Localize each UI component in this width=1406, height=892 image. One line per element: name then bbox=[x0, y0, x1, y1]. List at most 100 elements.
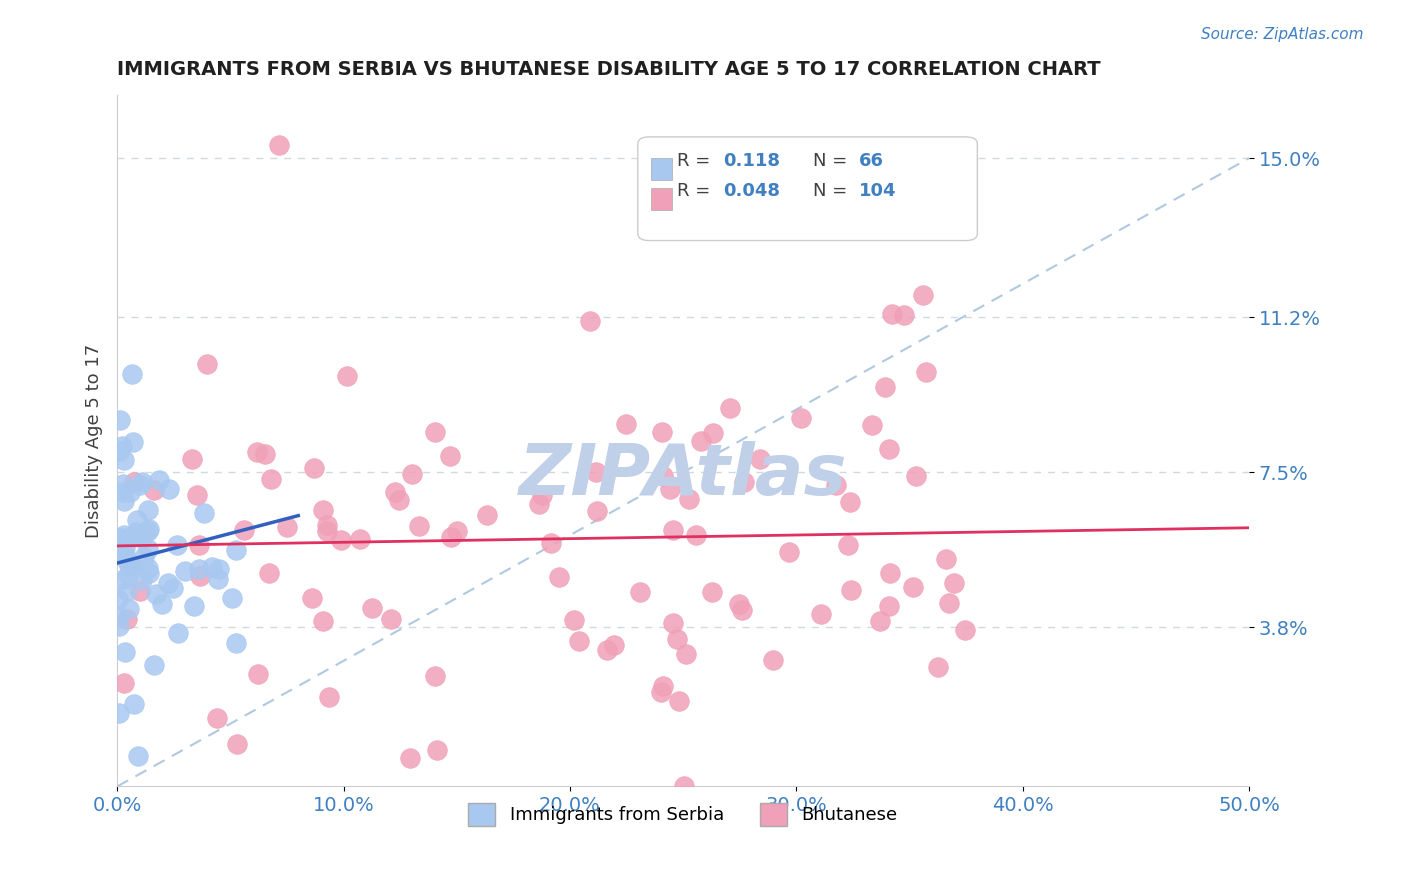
Point bbox=[349, 533, 371, 547]
Point bbox=[731, 603, 754, 617]
Point bbox=[121, 368, 143, 382]
Point bbox=[246, 445, 269, 459]
Text: IMMIGRANTS FROM SERBIA VS BHUTANESE DISABILITY AGE 5 TO 17 CORRELATION CHART: IMMIGRANTS FROM SERBIA VS BHUTANESE DISA… bbox=[117, 60, 1101, 78]
Point bbox=[136, 503, 159, 517]
Point bbox=[112, 493, 135, 508]
Point bbox=[107, 592, 129, 607]
Point bbox=[121, 434, 143, 449]
Text: 0.118: 0.118 bbox=[723, 152, 780, 169]
Point bbox=[748, 452, 770, 467]
Point bbox=[440, 530, 463, 544]
Point bbox=[221, 591, 243, 605]
Point bbox=[107, 609, 129, 624]
Point bbox=[380, 612, 402, 626]
Point bbox=[111, 484, 134, 499]
Point bbox=[879, 566, 901, 581]
Point bbox=[183, 599, 205, 613]
Point bbox=[579, 314, 602, 328]
Point bbox=[439, 450, 461, 464]
Point bbox=[114, 548, 136, 562]
Point bbox=[838, 494, 860, 508]
Point bbox=[186, 488, 208, 502]
Point bbox=[399, 751, 422, 765]
Point bbox=[111, 439, 134, 453]
Point bbox=[935, 552, 957, 566]
Point bbox=[720, 401, 742, 416]
Point bbox=[260, 472, 283, 486]
Point bbox=[195, 357, 218, 371]
Point bbox=[423, 425, 446, 439]
Point bbox=[143, 483, 166, 498]
Point bbox=[685, 528, 707, 542]
Point bbox=[312, 503, 335, 517]
Point bbox=[257, 566, 280, 580]
Point bbox=[650, 685, 672, 699]
Point bbox=[810, 607, 832, 622]
Bar bbox=[651, 188, 672, 211]
Point bbox=[880, 307, 903, 321]
Point bbox=[401, 467, 423, 481]
Point bbox=[728, 597, 751, 611]
Point bbox=[117, 583, 139, 598]
Point bbox=[276, 520, 298, 534]
Point bbox=[336, 369, 359, 384]
Point bbox=[180, 451, 202, 466]
Point bbox=[825, 478, 848, 492]
Point bbox=[839, 583, 862, 598]
Point bbox=[107, 706, 129, 720]
Point bbox=[114, 541, 136, 556]
Point bbox=[118, 558, 141, 573]
Point bbox=[312, 615, 335, 629]
Point bbox=[157, 483, 180, 497]
Point bbox=[318, 690, 340, 704]
Point bbox=[628, 585, 651, 599]
Point bbox=[110, 548, 132, 562]
Point bbox=[943, 576, 966, 591]
Point bbox=[596, 643, 619, 657]
Point bbox=[877, 599, 900, 614]
Text: 0.048: 0.048 bbox=[723, 182, 780, 200]
Point bbox=[302, 461, 325, 475]
Text: 104: 104 bbox=[859, 182, 896, 200]
Point bbox=[408, 519, 430, 533]
Point bbox=[125, 524, 148, 539]
Point bbox=[201, 560, 224, 574]
Point bbox=[156, 576, 179, 591]
Point bbox=[316, 517, 339, 532]
Point bbox=[225, 542, 247, 557]
Point bbox=[108, 619, 131, 633]
Text: 66: 66 bbox=[859, 152, 883, 169]
Point bbox=[547, 569, 569, 583]
Point bbox=[384, 485, 406, 500]
Point bbox=[689, 434, 711, 449]
Point bbox=[837, 538, 859, 552]
Point bbox=[132, 549, 155, 564]
Point bbox=[678, 491, 700, 506]
Point bbox=[127, 749, 149, 764]
Point bbox=[138, 566, 160, 580]
Point bbox=[136, 542, 159, 557]
Point bbox=[132, 527, 155, 541]
Text: N =: N = bbox=[813, 182, 848, 200]
Point bbox=[585, 465, 607, 479]
Point bbox=[208, 562, 231, 576]
Point bbox=[904, 469, 927, 483]
Point bbox=[790, 410, 813, 425]
Point bbox=[120, 558, 142, 573]
Point bbox=[118, 602, 141, 616]
Point bbox=[143, 658, 166, 673]
Point bbox=[426, 743, 449, 757]
Point bbox=[388, 492, 411, 507]
Point bbox=[188, 568, 211, 582]
Point bbox=[652, 679, 675, 693]
Point bbox=[253, 447, 276, 461]
Point bbox=[586, 504, 609, 518]
Point bbox=[247, 667, 270, 681]
Point bbox=[187, 562, 209, 576]
Point bbox=[232, 524, 254, 538]
Point bbox=[122, 528, 145, 542]
Point bbox=[118, 531, 141, 545]
Text: ZIPAtlas: ZIPAtlas bbox=[519, 441, 848, 510]
Point bbox=[668, 694, 690, 708]
Point bbox=[659, 482, 682, 496]
